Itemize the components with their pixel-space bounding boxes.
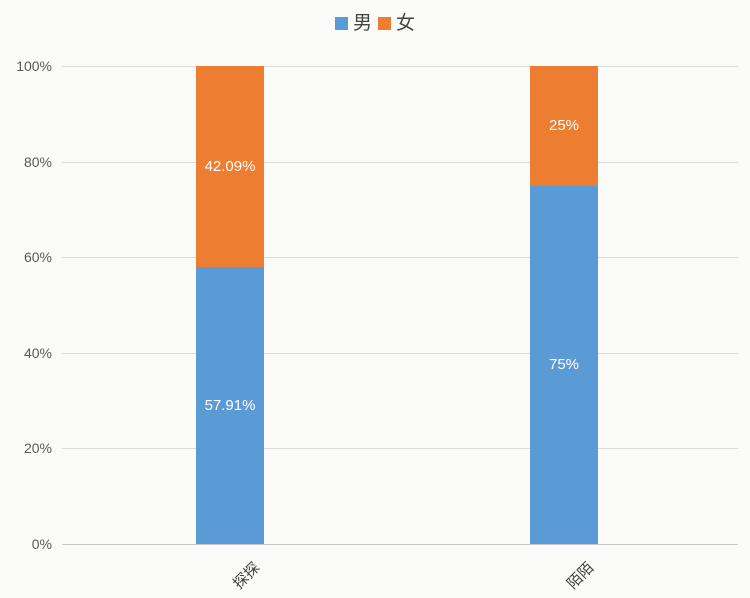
bar-segment-男: 57.91%	[196, 267, 264, 544]
data-label: 25%	[548, 117, 580, 135]
y-tick-label: 0%	[31, 536, 52, 552]
data-label: 57.91%	[204, 397, 256, 415]
y-tick-label: 40%	[23, 344, 52, 361]
legend-item: 女	[378, 14, 415, 33]
legend-item-label: 女	[396, 13, 416, 34]
bar-1: 57.91% 42.09%	[196, 66, 264, 544]
gridline	[62, 448, 738, 450]
chart-legend: 男女	[0, 14, 750, 33]
x-axis-line	[62, 544, 738, 545]
y-axis-labels: 0% 20% 40% 60% 80% 100%	[0, 58, 54, 552]
gridline	[62, 66, 738, 67]
bar-2: 75% 25%	[530, 66, 598, 544]
gridline	[62, 161, 738, 163]
category-label: 陌陌	[564, 559, 598, 593]
legend-item: 男	[334, 13, 372, 34]
gridline	[62, 352, 738, 354]
y-tick-label: 60%	[23, 249, 52, 266]
data-label: 42.09%	[204, 158, 256, 176]
category-label: 探探	[230, 559, 264, 593]
data-label: 75%	[548, 356, 580, 374]
legend-swatch-icon	[378, 17, 391, 30]
legend-item-label: 男	[352, 13, 372, 34]
gridline	[62, 257, 738, 259]
bar-segment-女: 25%	[530, 66, 598, 186]
y-tick-label: 20%	[23, 440, 52, 457]
bar-segment-男: 75%	[530, 185, 598, 544]
legend-swatch-icon	[334, 17, 348, 30]
y-tick-label: 100%	[16, 58, 52, 74]
plot-area: 57.91% 42.09% 75% 25%	[62, 66, 738, 545]
bar-segment-女: 42.09%	[196, 66, 264, 268]
y-tick-label: 80%	[23, 153, 52, 170]
